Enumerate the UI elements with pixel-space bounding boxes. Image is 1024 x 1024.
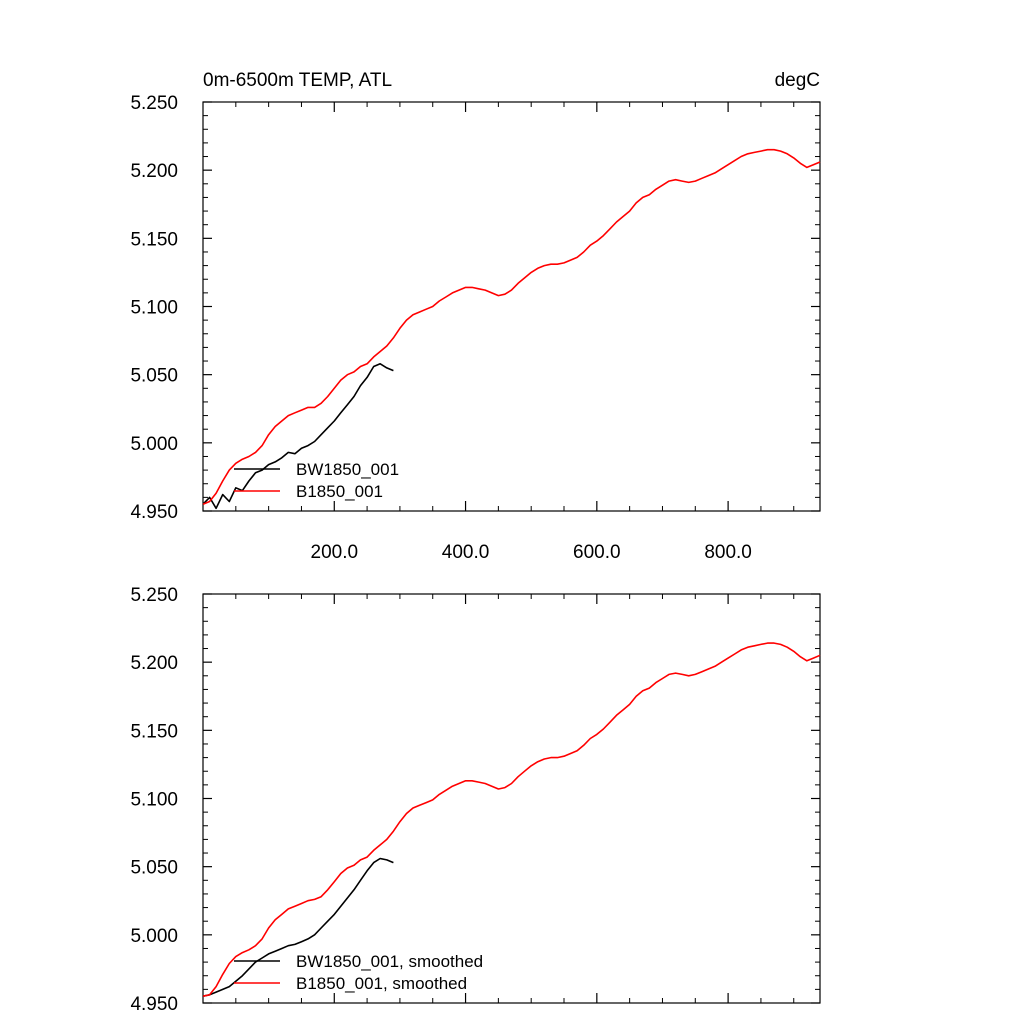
y-tick-label: 5.100 [130, 790, 178, 811]
series-line-bw1850-001 [202, 857, 394, 997]
y-tick-label: 5.000 [130, 434, 178, 455]
x-tick-label: 400.0 [442, 542, 490, 563]
series-line-bw1850-001 [202, 363, 394, 510]
y-tick-label: 5.000 [130, 926, 178, 947]
series-line-b1850-001 [202, 642, 821, 997]
y-tick-label: 5.150 [130, 229, 178, 250]
bottom-panel: 4.950 5.000 5.050 5.100 5.150 5.200 5.250 BW185… [130, 585, 821, 1015]
plot-frame [202, 593, 821, 1004]
y-tick-label: 4.950 [130, 502, 178, 523]
y-tick-label: 4.950 [130, 994, 178, 1015]
x-tick-label: 200.0 [311, 542, 359, 563]
chart-title: 0m-6500m TEMP, ATL [203, 70, 392, 91]
y-tick-label: 5.050 [130, 366, 178, 387]
y-tick-label: 5.250 [130, 93, 178, 114]
legend-label: B1850_001 [296, 482, 383, 501]
legend-label: BW1850_001, smoothed [296, 952, 483, 971]
units-label: degC [775, 70, 820, 91]
y-tick-label: 5.050 [130, 858, 178, 879]
plot-frame [202, 101, 821, 512]
y-tick-label: 5.250 [130, 585, 178, 606]
x-tick-label: 800.0 [704, 542, 752, 563]
x-tick-label: 600.0 [573, 542, 621, 563]
legend-label: B1850_001, smoothed [296, 974, 467, 993]
y-tick-label: 5.100 [130, 298, 178, 319]
top-panel: 4.950 5.000 5.050 5.100 5.150 5.200 5.250 200.0… [130, 70, 821, 563]
y-tick-label: 5.200 [130, 161, 178, 182]
y-tick-label: 5.150 [130, 721, 178, 742]
series-line-b1850-001 [202, 148, 821, 505]
y-tick-label: 5.200 [130, 653, 178, 674]
legend-label: BW1850_001 [296, 460, 399, 479]
